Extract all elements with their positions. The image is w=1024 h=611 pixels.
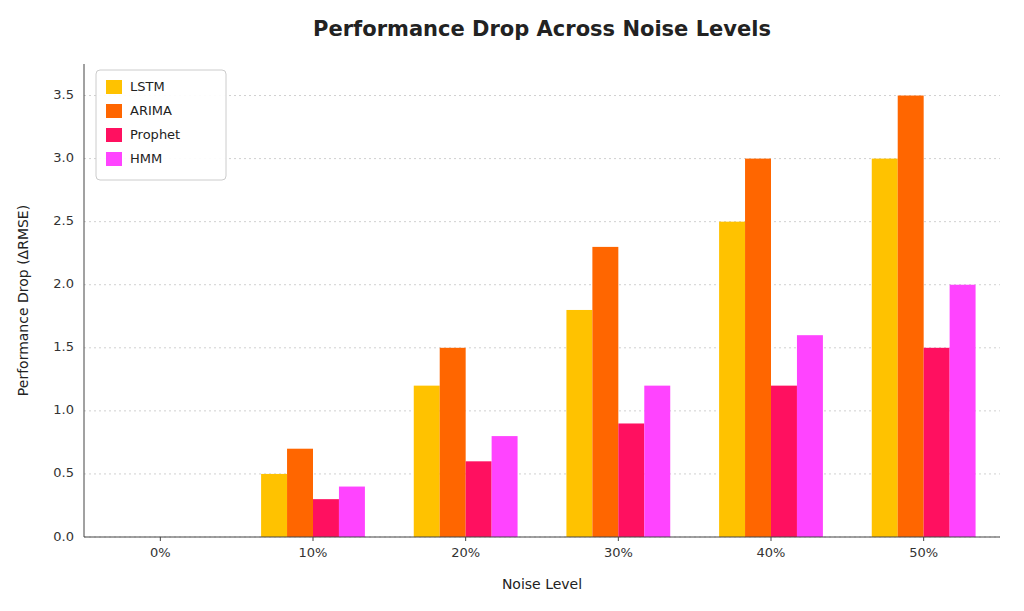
chart-svg: 0.0 0.5 1.0 1.5 2.0 2.5 3.0 3.5 0% 10% 20% 30% 40% 50… xyxy=(0,0,1024,611)
grid-line xyxy=(84,221,1000,222)
grid-line xyxy=(84,410,1000,411)
bar xyxy=(719,222,745,537)
bar xyxy=(592,247,618,537)
x-tick-label: 40% xyxy=(757,545,786,560)
bar xyxy=(313,499,339,537)
grid-line xyxy=(84,473,1000,474)
x-tick xyxy=(160,537,161,541)
legend-label: ARIMA xyxy=(130,103,172,118)
y-tick-label: 0.0 xyxy=(53,529,74,544)
bar xyxy=(872,159,898,537)
x-tick-label: 30% xyxy=(604,545,633,560)
bar xyxy=(797,335,823,537)
bar xyxy=(466,461,492,537)
legend-box xyxy=(96,70,226,180)
y-tick-label: 3.5 xyxy=(53,87,74,102)
legend-label: HMM xyxy=(130,151,162,166)
bar xyxy=(644,386,670,537)
y-tick-label: 3.0 xyxy=(53,150,74,165)
y-axis-line xyxy=(84,64,85,537)
legend-swatch xyxy=(106,152,122,166)
legend-label: Prophet xyxy=(130,127,180,142)
x-tick xyxy=(465,537,466,541)
legend: LSTM ARIMA Prophet HMM xyxy=(96,70,226,180)
grid-line xyxy=(84,347,1000,348)
x-axis-label: Noise Level xyxy=(502,576,582,592)
bar xyxy=(924,348,950,537)
x-tick-label: 20% xyxy=(451,545,480,560)
bar xyxy=(287,449,313,537)
bar xyxy=(771,386,797,537)
bar xyxy=(618,423,644,537)
x-axis-line xyxy=(84,537,1000,538)
x-tick xyxy=(313,537,314,541)
bar xyxy=(492,436,518,537)
y-axis-label: Performance Drop (ΔRMSE) xyxy=(15,205,31,396)
y-tick-label: 1.5 xyxy=(53,339,74,354)
bar xyxy=(898,96,924,537)
bar xyxy=(950,285,976,537)
legend-swatch xyxy=(106,80,122,94)
y-tick-label: 2.5 xyxy=(53,213,74,228)
bar xyxy=(440,348,466,537)
title: Performance Drop Across Noise Levels xyxy=(313,17,771,41)
bar xyxy=(745,159,771,537)
y-tick-label: 2.0 xyxy=(53,276,74,291)
legend-swatch xyxy=(106,104,122,118)
grid-line xyxy=(84,537,1000,538)
bar xyxy=(261,474,287,537)
x-tick xyxy=(618,537,619,541)
x-tick-label: 10% xyxy=(299,545,328,560)
x-tick-label: 50% xyxy=(909,545,938,560)
legend-label: LSTM xyxy=(130,79,165,94)
legend-swatch xyxy=(106,128,122,142)
grid-line xyxy=(84,284,1000,285)
bar xyxy=(339,487,365,537)
chart-container: 0.0 0.5 1.0 1.5 2.0 2.5 3.0 3.5 0% 10% 20% 30% 40% 50… xyxy=(0,0,1024,611)
x-tick-label: 0% xyxy=(150,545,171,560)
y-tick-label: 1.0 xyxy=(53,402,74,417)
bar xyxy=(566,310,592,537)
bars xyxy=(261,96,975,537)
x-tick xyxy=(771,537,772,541)
y-tick-label: 0.5 xyxy=(53,465,74,480)
x-tick xyxy=(923,537,924,541)
bar xyxy=(414,386,440,537)
